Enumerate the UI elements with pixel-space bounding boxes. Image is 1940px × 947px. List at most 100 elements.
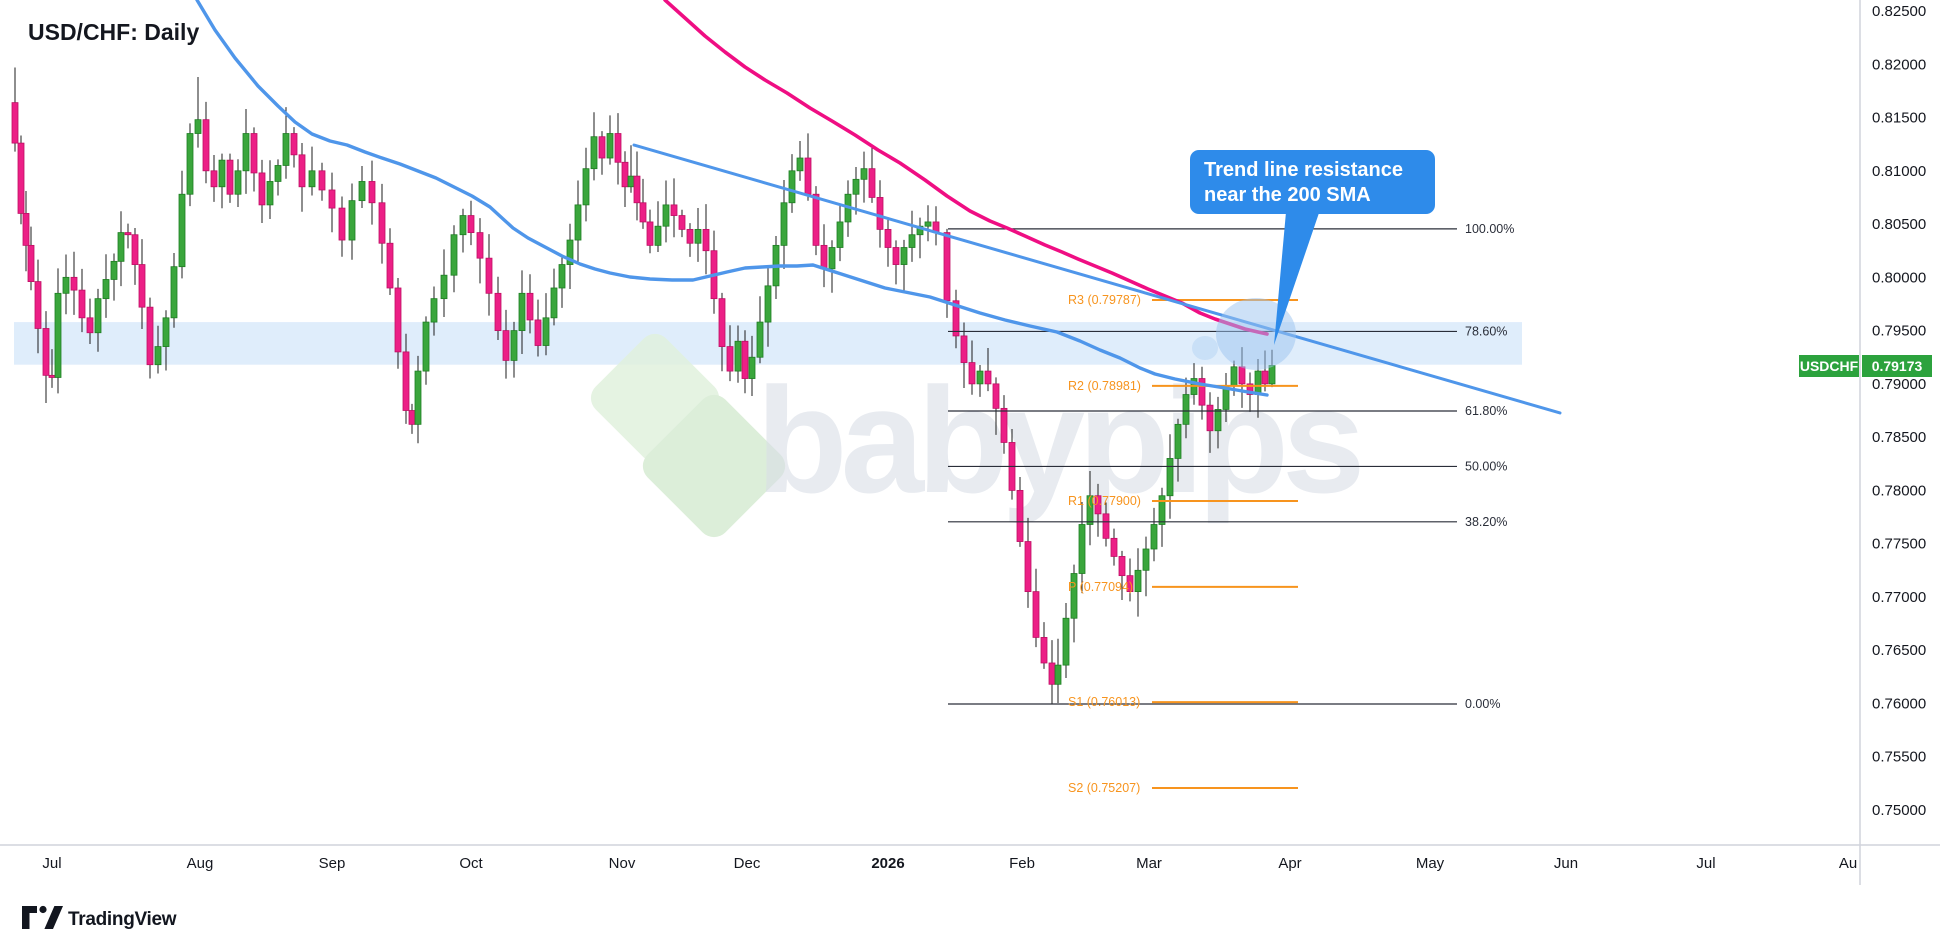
candle-down [534,319,542,346]
candles[interactable] [11,67,1276,704]
candle-down [598,136,606,159]
highlight-circle-small[interactable] [1192,336,1218,360]
candle-up [234,170,242,195]
candle-up [1230,366,1238,387]
candle-up [459,215,467,236]
candle-down [210,170,218,188]
price-tick-label: 0.77500 [1872,536,1926,553]
candle-down [702,228,710,252]
month-label: 2026 [871,855,904,872]
candle-down [1261,370,1269,385]
candle-down [686,228,694,244]
candle-down [1110,537,1118,557]
candle-down [202,119,210,172]
candle-down [476,232,484,259]
candle-up [1174,423,1182,459]
candle-up [110,260,118,280]
month-label: Jun [1554,855,1578,872]
candle-down [146,306,154,366]
candle-down [386,242,394,289]
candle-up [186,133,194,195]
candle-up [694,228,702,244]
tradingview-logo[interactable]: TradingView [22,905,177,930]
callout-line1: Trend line resistance [1204,159,1403,181]
highlight-circle[interactable] [1216,298,1296,370]
candle-up [266,181,274,206]
candle-down [298,154,306,188]
candle-up [510,330,518,361]
candle-up [542,317,550,346]
sma-200-line[interactable] [663,0,1269,336]
candle-up [102,279,110,300]
candle-down [485,257,493,294]
candle-up [1134,569,1142,593]
month-label: Feb [1009,855,1035,872]
candle-down [526,292,534,321]
candle-down [943,232,951,302]
candle-up [282,133,290,166]
candle-down [27,244,35,282]
pivot-level-label: P (0.77094) [1068,580,1133,594]
candle-down [17,142,25,214]
candle-down [614,133,622,163]
candle-down [868,168,876,198]
month-label: Au [1839,855,1857,872]
candle-up [518,292,526,331]
pivot-level-label: R3 (0.79787) [1068,293,1141,307]
trend-line[interactable] [632,143,1562,415]
candle-up [422,321,430,372]
tradingview-logo-text: TradingView [68,909,177,930]
candle-down [124,232,132,236]
pivot-level-label: S1 (0.76013) [1068,695,1140,709]
price-tick-label: 0.78000 [1872,482,1926,499]
candle-down [1206,404,1214,432]
candle-down [884,228,892,248]
time-axis[interactable]: Jul Aug Sep Oct Nov Dec 2026 Feb Mar Apr May Jun Jul… [42,855,1857,872]
candle-up [358,181,366,202]
candle-down [328,189,336,209]
candle-up [590,136,598,170]
fib-level-label: 38.20% [1465,515,1507,529]
candle-up [924,221,932,227]
candle-up [162,317,170,347]
candle-down [678,215,686,230]
sma-100-line[interactable] [195,0,1269,397]
candle-down [22,213,30,246]
callout-annotation[interactable]: Trend line resistance near the 200 SMA [1190,150,1435,345]
candle-down [960,335,968,363]
candle-down [467,215,475,233]
candle-up [828,247,836,270]
price-tick-label: 0.78500 [1872,429,1926,446]
price-tick-label: 0.76500 [1872,642,1926,659]
candle-down [1198,378,1206,406]
price-tick-label: 0.77000 [1872,589,1926,606]
month-label: Aug [187,855,214,872]
babypips-cube-logo [590,333,786,538]
price-axis[interactable]: 0.82500 0.82000 0.81500 0.81000 0.80500 0.800… [1872,3,1926,819]
candle-down [1048,662,1056,685]
fib-level-label: 100.00% [1465,222,1514,236]
candle-up [748,356,756,379]
candle-down [812,193,820,246]
fib-level-label: 50.00% [1465,459,1507,473]
candle-up [836,221,844,248]
month-label: Nov [609,855,636,872]
candle-up [450,234,458,276]
candle-down [1032,591,1040,638]
candle-up [788,170,796,204]
candle-down [494,292,502,331]
candle-down [1094,495,1102,515]
fib-retracement[interactable]: 100.00% 78.60% 61.80% 50.00% 38.20% 0.00% [948,222,1514,711]
candle-up [908,234,916,248]
candle-up [860,168,868,180]
price-tick-label: 0.81000 [1872,163,1926,180]
candle-up [662,204,670,227]
callout-line2: near the 200 SMA [1204,184,1371,206]
candle-down [34,281,42,329]
candle-down [226,159,234,195]
pivot-levels[interactable]: R3 (0.79787) R2 (0.78981) R1 (0.77900) P (0… [1068,293,1298,795]
candle-down [1118,556,1126,577]
candle-down [258,172,266,206]
candle-down [502,330,510,361]
candle-down [290,133,298,156]
